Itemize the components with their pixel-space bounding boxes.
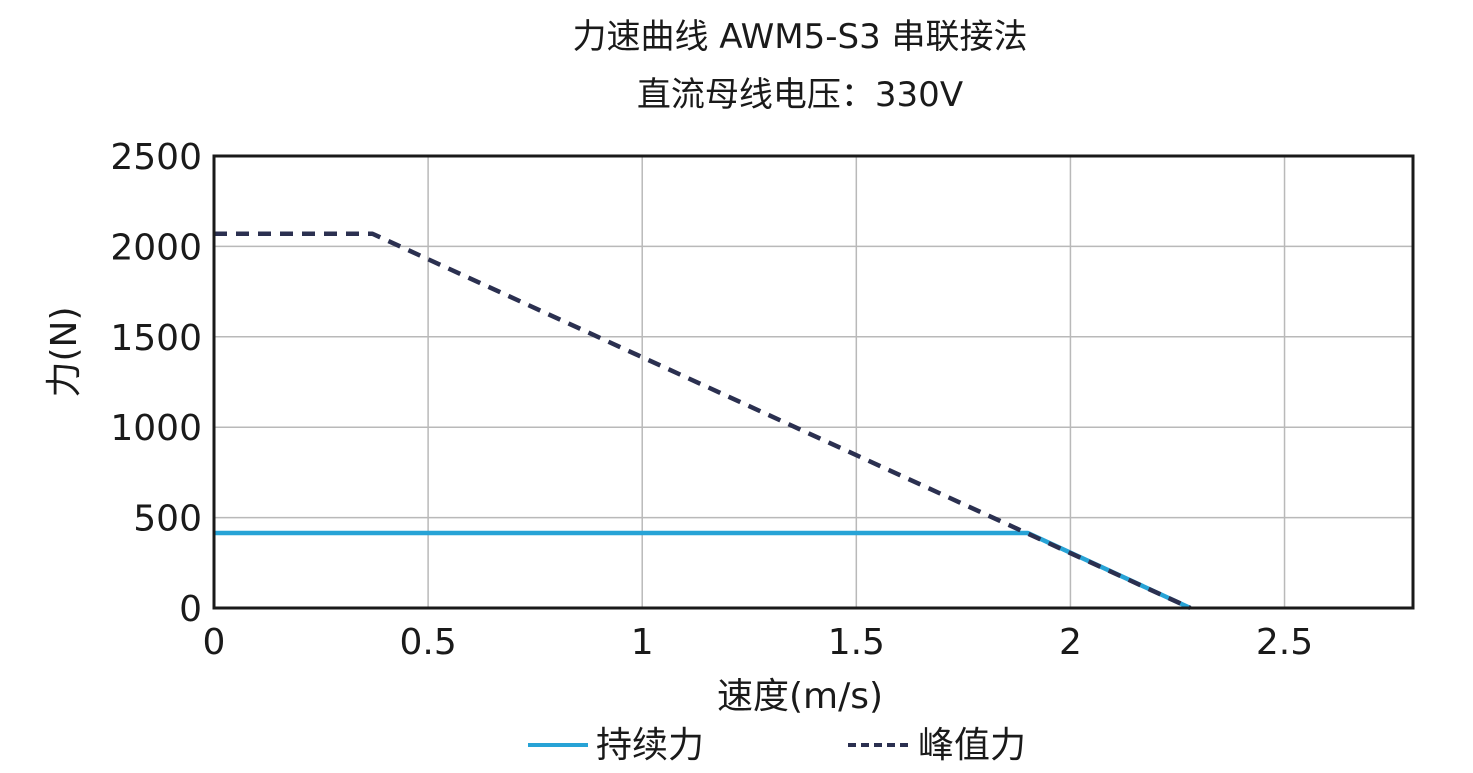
grid-lines (213, 155, 1413, 609)
y-tick-label: 500 (133, 499, 202, 540)
chart-title: 力速曲线 AWM5-S3 串联接法 (572, 17, 1027, 57)
legend-label-peak-force: 峰值力 (918, 725, 1026, 766)
x-tick-label: 1 (631, 622, 654, 663)
y-tick-label: 2500 (110, 137, 202, 178)
x-tick-label: 2 (1059, 622, 1082, 663)
y-tick-label: 1000 (110, 408, 202, 449)
y-tick-label: 2000 (110, 227, 202, 268)
y-tick-label: 0 (179, 589, 202, 630)
y-axis-label: 力(N) (44, 306, 85, 397)
x-tick-labels: 0 0.5 1 1.5 2 2.5 (203, 622, 1314, 663)
legend-label-continuous-force: 持续力 (596, 725, 704, 766)
legend: 持续力 峰值力 (528, 725, 1026, 766)
series-line-continuous-force (214, 530, 1192, 611)
plot-frame (212, 154, 1415, 610)
x-tick-label: 1.5 (828, 622, 885, 663)
x-tick-label: 0 (203, 622, 226, 663)
series-line-peak-force (214, 231, 1192, 611)
y-tick-labels: 0 500 1000 1500 2000 2500 (110, 137, 202, 630)
x-tick-label: 2.5 (1256, 622, 1313, 663)
y-tick-label: 1500 (110, 318, 202, 359)
x-tick-label: 0.5 (399, 622, 456, 663)
x-axis-label: 速度(m/s) (717, 676, 883, 717)
chart-subtitle: 直流母线电压：330V (637, 75, 963, 115)
series-layer (214, 231, 1192, 611)
